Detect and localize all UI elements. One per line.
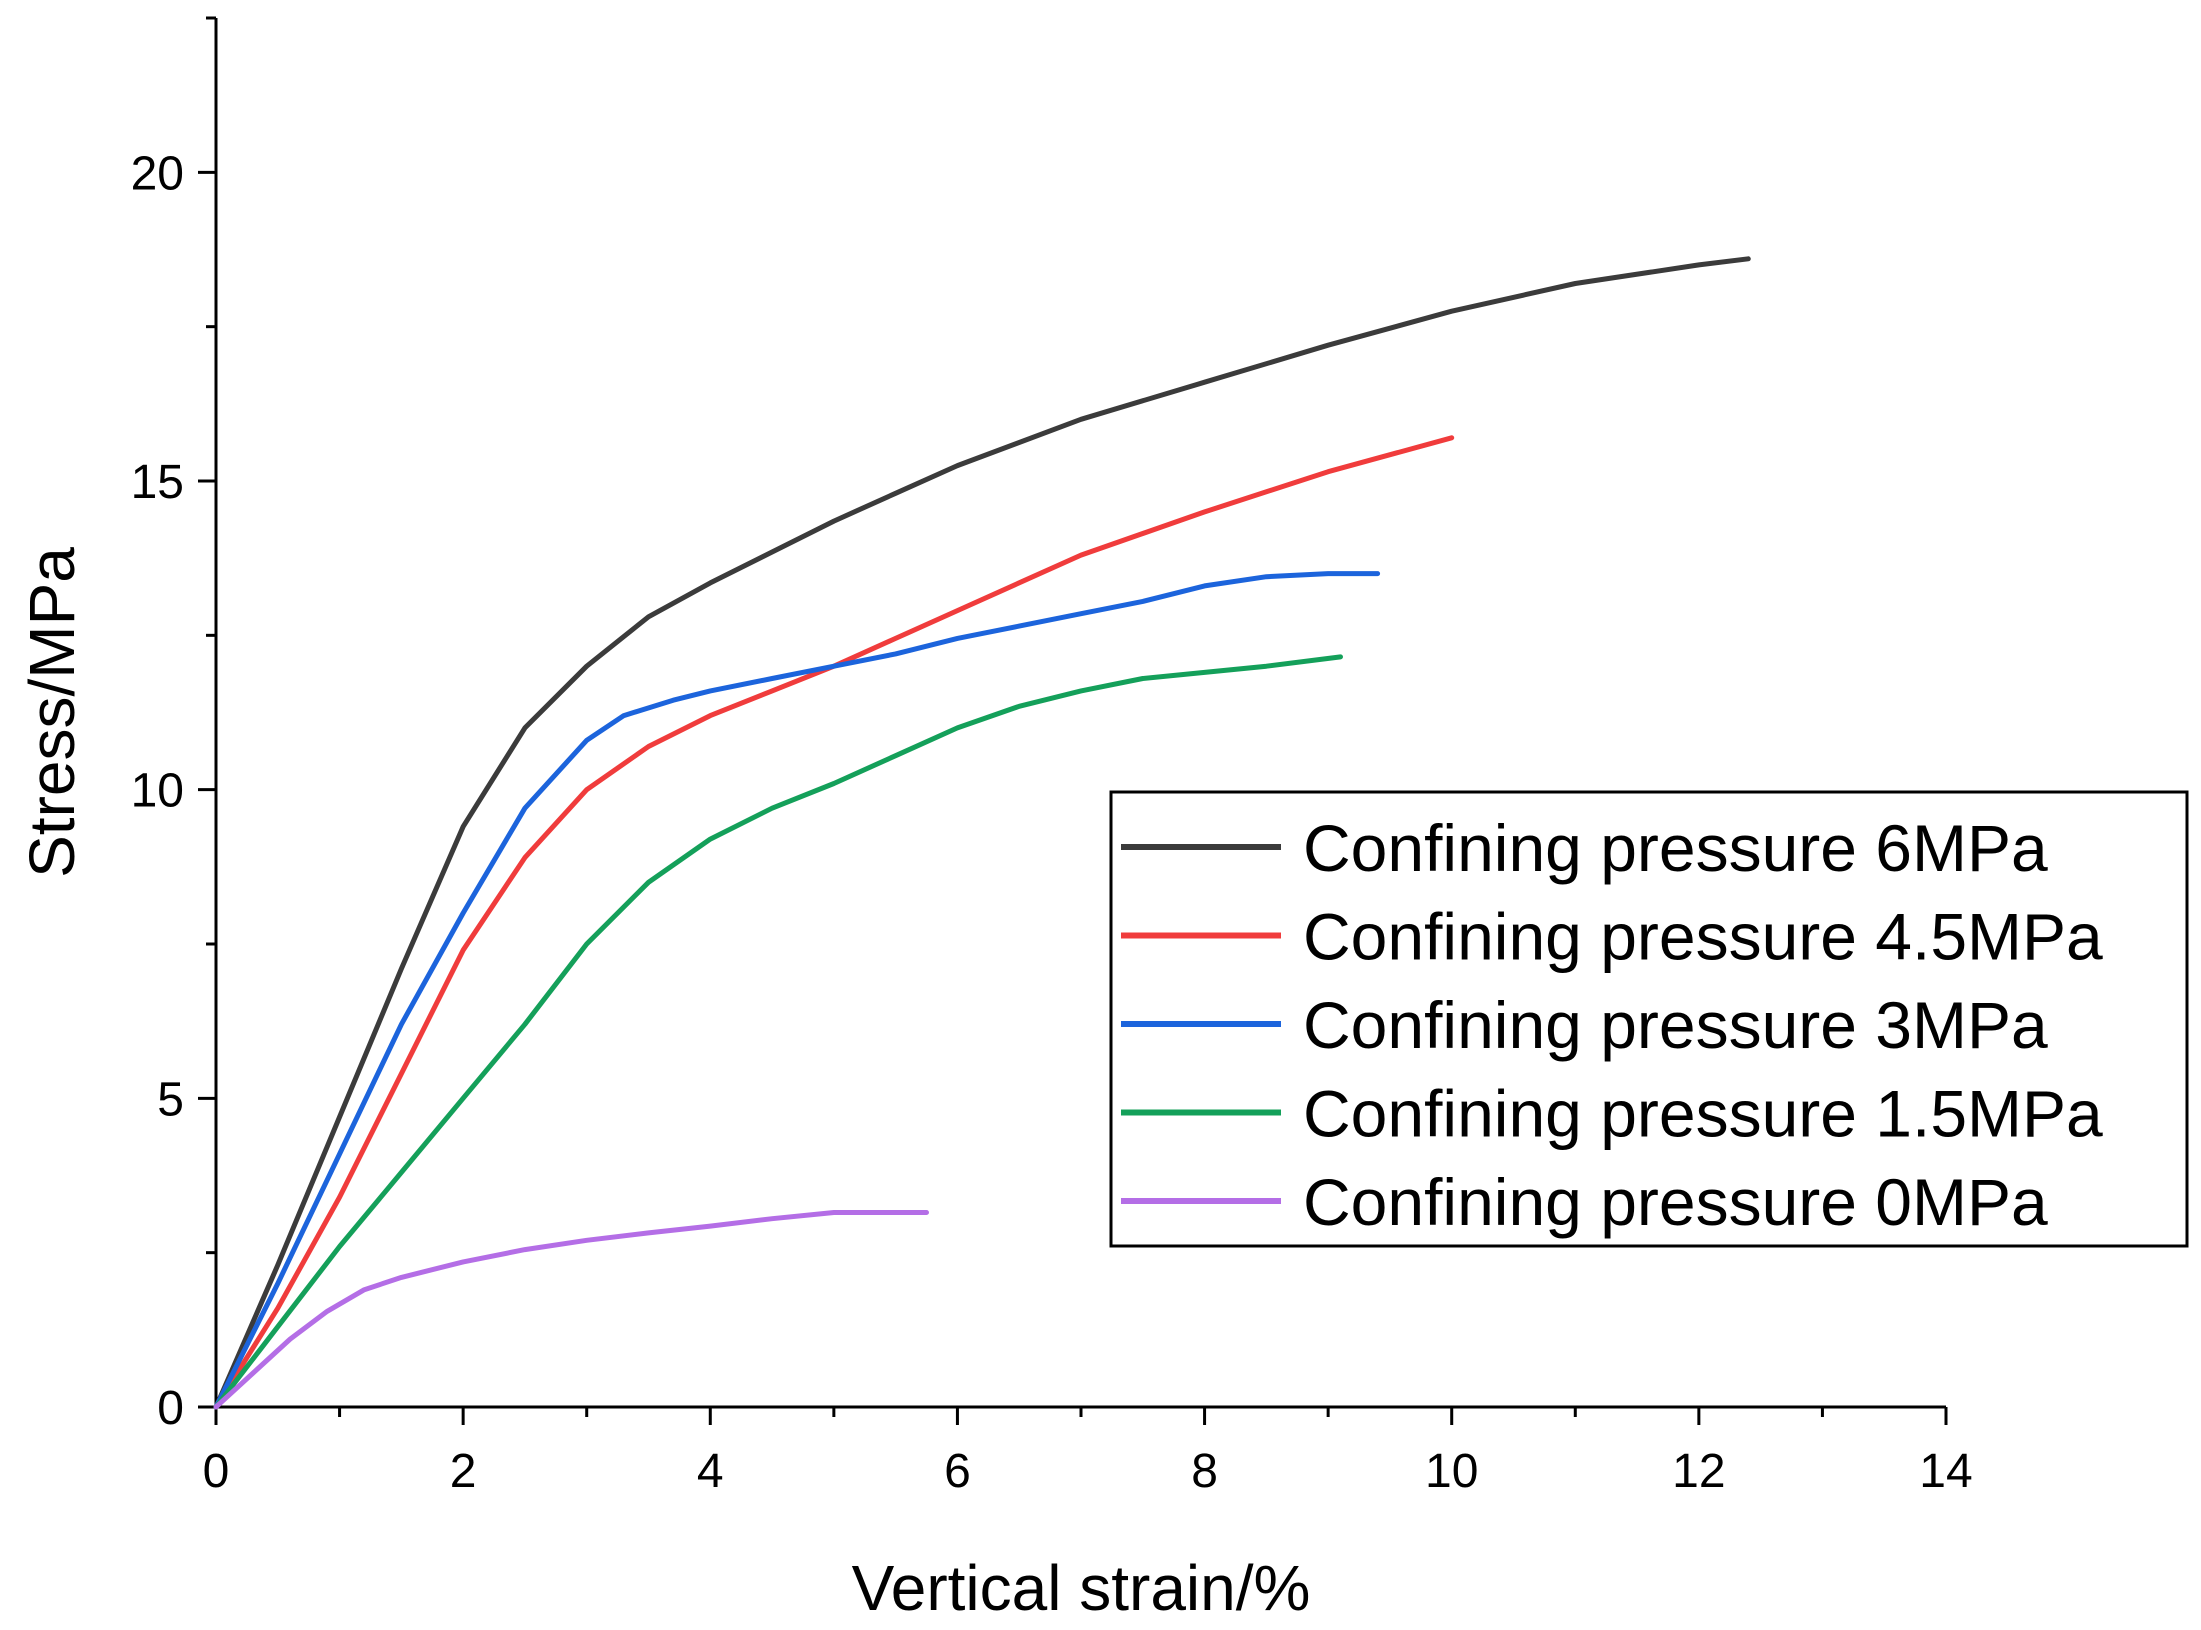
series-line-3 bbox=[213, 654, 1343, 1410]
y-tick-label: 15 bbox=[131, 456, 184, 509]
y-tick-label: 0 bbox=[157, 1382, 184, 1435]
x-tick-label: 10 bbox=[1425, 1445, 1478, 1498]
legend-label: Confining pressure 0MPa bbox=[1303, 1165, 2048, 1239]
legend-label: Confining pressure 4.5MPa bbox=[1303, 900, 2103, 974]
axes: 0 2 4 6 8 10 12 14 0 5 10 15 20 bbox=[131, 16, 1973, 1498]
series-line-0 bbox=[213, 256, 1751, 1410]
x-tick-label: 8 bbox=[1191, 1445, 1218, 1498]
series-layer bbox=[213, 256, 1751, 1410]
x-tick-label: 0 bbox=[203, 1445, 230, 1498]
x-axis-title: Vertical strain/% bbox=[852, 1552, 1311, 1624]
series-line-2 bbox=[213, 571, 1381, 1410]
series-line-4 bbox=[213, 1210, 929, 1410]
x-tick-label: 12 bbox=[1672, 1445, 1725, 1498]
legend-label: Confining pressure 1.5MPa bbox=[1303, 1077, 2103, 1151]
series-line-1 bbox=[213, 435, 1455, 1410]
y-tick-label: 10 bbox=[131, 765, 184, 818]
x-tick-label: 6 bbox=[944, 1445, 971, 1498]
y-tick-label: 20 bbox=[131, 147, 184, 200]
legend-label: Confining pressure 3MPa bbox=[1303, 988, 2048, 1062]
x-tick-label: 4 bbox=[697, 1445, 724, 1498]
x-tick-label: 2 bbox=[450, 1445, 477, 1498]
legend-box bbox=[1109, 790, 2189, 1248]
y-axis-title: Stress/MPa bbox=[16, 547, 88, 878]
y-tick-label: 5 bbox=[157, 1073, 184, 1126]
legend: Confining pressure 6MPa Confining pressur… bbox=[1109, 790, 2189, 1248]
legend-label: Confining pressure 6MPa bbox=[1303, 811, 2048, 885]
x-tick-label: 14 bbox=[1919, 1445, 1972, 1498]
